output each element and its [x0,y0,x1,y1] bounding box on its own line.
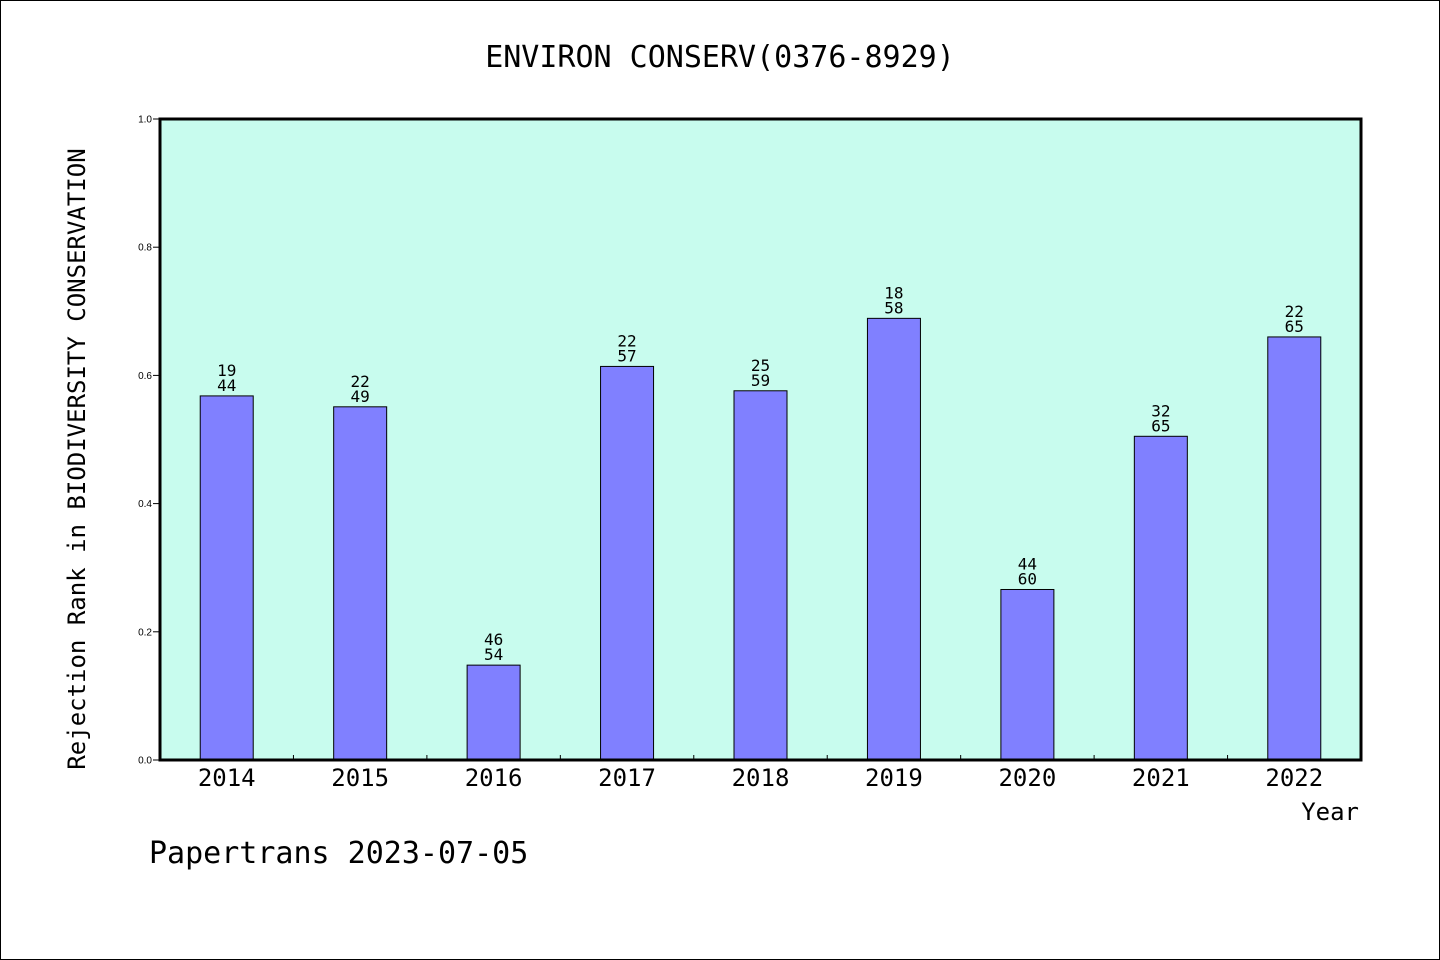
bar-2022 [1267,336,1322,761]
bar-label-bottom-2019: 58 [884,298,903,317]
bar-2015 [333,406,388,761]
bar-2019 [866,317,921,761]
bar-label-top-2018: 25 [751,356,770,375]
y-tick-label: 1.0 [138,115,152,126]
x-tick-label-2022: 2022 [1265,764,1323,792]
x-tick-label-2017: 2017 [598,764,656,792]
x-tick-label-2020: 2020 [998,764,1056,792]
x-tick-label-2021: 2021 [1132,764,1190,792]
bar-label-top-2015: 22 [351,372,370,391]
x-tick-label-2015: 2015 [331,764,389,792]
bar-label-top-2022: 22 [1285,302,1304,321]
y-axis: 0.0 0.2 0.4 0.6 0.8 1.0 [138,115,160,767]
bar-label-top-2017: 22 [617,331,636,350]
y-tick-label: 0.4 [138,499,152,510]
bar-label-bottom-2015: 49 [351,387,370,406]
bar-2014 [199,395,254,761]
bar-2016 [466,664,521,761]
bars [199,317,1322,761]
bar-label-bottom-2020: 60 [1018,569,1037,588]
y-axis-label: Rejection Rank in BIODIVERSITY CONSERVAT… [63,148,91,769]
bar-label-bottom-2014: 44 [217,376,236,395]
bar-label-top-2016: 46 [484,630,503,649]
x-tick-label-2014: 2014 [198,764,256,792]
bar-2017 [600,365,655,761]
x-axis: 2014 2015 2016 2017 2018 2019 2020 2021 2022 [198,755,1323,792]
x-tick-label-2018: 2018 [732,764,790,792]
x-tick-label-2019: 2019 [865,764,923,792]
bar-label-bottom-2022: 65 [1285,317,1304,336]
y-tick-label: 0.8 [138,243,152,254]
footer-text: Papertrans 2023-07-05 [149,836,528,871]
bar-label-bottom-2017: 57 [617,346,636,365]
y-tick-label: 0.6 [138,371,152,382]
x-tick-label-2016: 2016 [465,764,523,792]
y-tick-label: 0.2 [138,627,152,638]
bar-label-top-2014: 19 [217,361,236,380]
y-tick-label: 0.0 [138,756,152,767]
bar-label-top-2021: 32 [1151,401,1170,420]
bar-label-bottom-2018: 59 [751,371,770,390]
bar-2021 [1133,435,1188,761]
bar-2018 [733,390,788,761]
bar-label-bottom-2021: 65 [1151,416,1170,435]
bar-label-top-2020: 44 [1018,554,1037,573]
bar-2020 [1000,588,1055,761]
chart-title: ENVIRON CONSERV(0376-8929) [485,40,955,75]
bar-label-bottom-2016: 54 [484,645,503,664]
plot-border [158,117,1363,762]
x-axis-label: Year [1301,798,1359,826]
bar-label-top-2019: 18 [884,283,903,302]
